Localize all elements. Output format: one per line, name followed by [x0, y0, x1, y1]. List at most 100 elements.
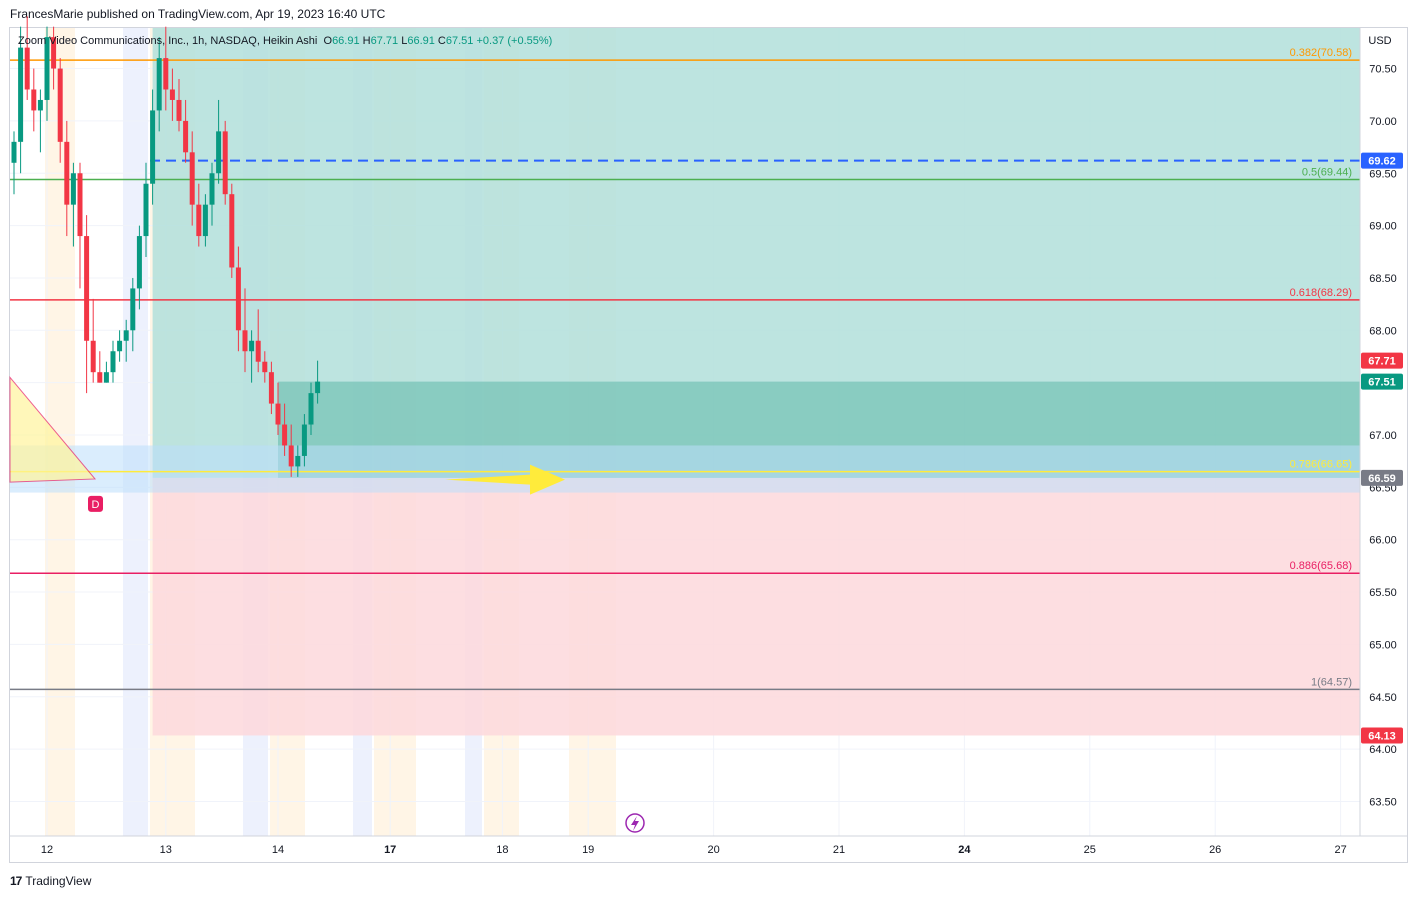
time-axis: 12 13 14 17 18 19 20 21 24 25 26 27	[10, 835, 1408, 856]
candle-body	[163, 58, 169, 90]
currency-label: USD	[1368, 35, 1391, 47]
price-tick: 66.00	[1369, 535, 1397, 547]
arrow-shape	[445, 464, 565, 495]
position-zones	[10, 28, 1361, 736]
tradingview-logo-icon: 17	[10, 874, 22, 888]
candle-body	[150, 110, 156, 184]
price-tag-label: 69.62	[1368, 156, 1396, 168]
price-tag	[1361, 352, 1403, 369]
candle-body	[51, 37, 57, 69]
candle-body	[242, 330, 248, 352]
candle-body	[196, 204, 202, 237]
candle-body	[117, 340, 123, 352]
time-tick: 27	[1334, 844, 1346, 856]
price-tick: 70.00	[1369, 116, 1397, 128]
candle-body	[77, 173, 83, 237]
candles	[11, 16, 321, 477]
publisher-line: FrancesMarie published on TradingView.co…	[10, 7, 386, 21]
candle-body	[183, 120, 189, 153]
price-tick: 69.50	[1369, 168, 1397, 180]
time-tick: 14	[272, 844, 284, 856]
price-tick: 67.00	[1369, 430, 1397, 442]
price-tick: 65.50	[1369, 587, 1397, 599]
close-value: 67.51	[445, 35, 474, 47]
candle-body	[18, 47, 24, 142]
candle-body	[11, 141, 17, 163]
candle-body	[255, 340, 261, 362]
price-tag	[1361, 373, 1403, 390]
change-value: +0.37 (+0.55%)	[476, 35, 553, 47]
candle-body	[275, 403, 281, 425]
high-label: H	[362, 35, 371, 47]
candle-body	[189, 152, 195, 205]
candle-body	[44, 37, 50, 100]
fib-label: 0.5(69.44)	[1302, 167, 1352, 179]
candle-body	[37, 99, 43, 111]
candle-body	[64, 141, 70, 205]
fib-label: 0.382(70.58)	[1290, 47, 1352, 59]
candle-body	[130, 288, 136, 331]
candle-body	[24, 47, 30, 90]
time-tick: 25	[1084, 844, 1096, 856]
candle-body	[308, 393, 314, 425]
price-tag-label: 66.59	[1368, 473, 1396, 485]
time-tick: 26	[1209, 844, 1221, 856]
candle-body	[156, 58, 162, 111]
open-value: 66.91	[332, 35, 360, 47]
candle-body	[262, 361, 268, 373]
fib-label: 0.886(65.68)	[1290, 560, 1352, 572]
fib-label: 1(64.57)	[1311, 676, 1352, 688]
time-tick: 12	[41, 844, 53, 856]
pattern-d-marker	[88, 495, 103, 512]
candle-body	[301, 424, 307, 456]
pattern-d-label: D	[92, 499, 100, 511]
time-tick: 20	[707, 844, 719, 856]
time-tick: 21	[833, 844, 845, 856]
yellow-arrow	[445, 464, 645, 833]
open-label: O	[323, 35, 333, 47]
price-tick: 63.50	[1369, 796, 1397, 808]
price-tag-label: 64.13	[1368, 730, 1396, 742]
candle-body	[70, 173, 76, 205]
price-tag-label: 67.51	[1368, 377, 1396, 389]
candle-body	[90, 340, 96, 373]
time-tick: 19	[582, 844, 594, 856]
fib-levels: 0.382(70.58) 0.5(69.44) 0.618(68.29) 0.786(…	[10, 47, 1360, 691]
close-label: C	[437, 35, 446, 47]
candle-body	[229, 194, 235, 268]
time-tick: 17	[384, 844, 396, 856]
candle-body	[176, 99, 182, 121]
entry-band	[10, 445, 1360, 493]
candle-body	[84, 236, 90, 341]
candle-body	[169, 89, 175, 100]
high-value: 67.71	[370, 35, 399, 47]
candle-body	[235, 267, 241, 331]
price-tag-label: 67.71	[1368, 356, 1396, 368]
candle-body	[288, 445, 294, 467]
stop-zone	[152, 477, 1361, 736]
price-tick: 64.00	[1369, 744, 1397, 756]
harmonic-pattern: D	[9, 376, 103, 512]
price-axis: USD70.5070.0069.5069.0068.5068.0067.5067…	[1359, 28, 1397, 836]
candle-body	[97, 372, 103, 383]
candle-body	[143, 183, 149, 237]
fib-label: 0.618(68.29)	[1290, 287, 1352, 299]
lightning-bolt	[631, 816, 639, 831]
low-label: L	[401, 35, 408, 47]
price-tick: 68.00	[1369, 325, 1397, 337]
price-tick: 65.00	[1369, 639, 1397, 651]
price-tick: 64.50	[1369, 692, 1397, 704]
candle-body	[202, 204, 208, 237]
footer-brand[interactable]: 17 TradingView	[10, 874, 91, 888]
time-tick: 18	[496, 844, 508, 856]
price-tag	[1361, 152, 1403, 169]
price-tag	[1361, 469, 1403, 486]
candle-body	[209, 173, 215, 205]
candle-body	[123, 330, 129, 341]
symbol-legend: Zoom Video Communications, Inc., 1h, NAS…	[18, 35, 552, 47]
candle-body	[31, 89, 37, 111]
symbol-name: Zoom Video Communications, Inc., 1h, NAS…	[18, 35, 318, 47]
candle-body	[282, 424, 288, 446]
price-tick: 70.50	[1369, 64, 1397, 76]
